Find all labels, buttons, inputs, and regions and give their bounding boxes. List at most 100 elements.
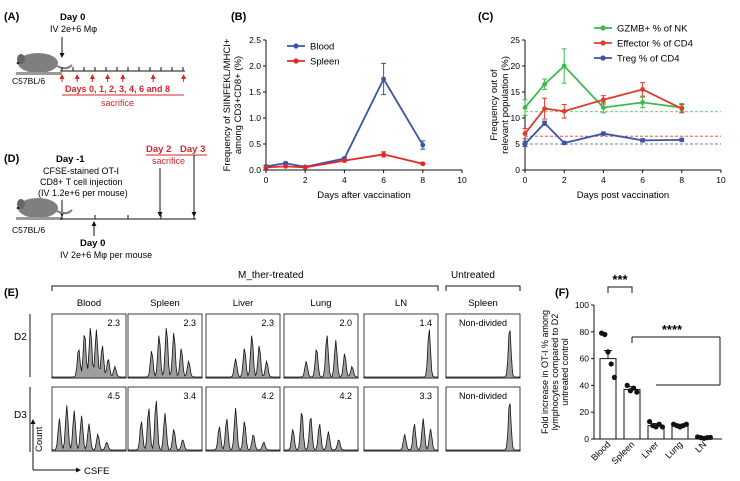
- histogram-value: 3.4: [183, 391, 196, 401]
- data-point: [561, 108, 567, 114]
- chart-f: 0 20 40 60 80 100 Fold increase in OT-I % amon…: [540, 272, 722, 466]
- significance-bracket: [607, 286, 633, 293]
- panel-c: (C) 0 5 10 15 20 25 0 2 4 6 8 10 Days post vaccinati…: [478, 11, 726, 201]
- x-tick-label: 2: [303, 175, 308, 185]
- panel-d-line3: (IV 1.2e+6 per mouse): [38, 188, 128, 198]
- row-label-d3: D3: [14, 410, 27, 421]
- data-point: [601, 97, 606, 103]
- data-point: [522, 131, 528, 137]
- y-axis-label-line: untreated control: [560, 338, 570, 406]
- data-point: [631, 385, 637, 391]
- y-tick-label: 5: [515, 139, 520, 149]
- panel-e-untreated-bracket: [445, 285, 521, 291]
- data-point: [707, 434, 714, 440]
- data-point: [381, 152, 386, 157]
- column-label: Lung: [310, 298, 331, 309]
- data-point: [302, 165, 308, 170]
- histogram-frame: [363, 313, 439, 379]
- panel-d-day2: Day 2: [146, 144, 171, 155]
- histogram-curve: [363, 418, 439, 452]
- y-tick-label: 2.0: [249, 61, 261, 71]
- column-label: Spleen: [468, 298, 498, 309]
- histogram-curve: [127, 400, 203, 452]
- data-point: [679, 106, 685, 112]
- bar: [599, 358, 617, 440]
- data-point: [522, 105, 528, 110]
- histogram-curve: [283, 413, 359, 452]
- data-point: [624, 382, 630, 388]
- series-line: [524, 64, 682, 109]
- histogram-value: 1.4: [419, 318, 432, 328]
- data-point: [420, 142, 426, 148]
- y-tick-label: 40: [580, 380, 590, 390]
- panel-a-days: Days 0, 1, 2, 3, 4, 6 and 8: [65, 84, 170, 94]
- legend-label: Effector % of CD4: [617, 39, 693, 50]
- panel-b: (B) 0.0 0.5 1.0 1.5 2.0 2.5 0 2 4 6 8 10 Days after …: [222, 11, 467, 201]
- panel-c-letter: (C): [478, 11, 494, 23]
- legend-marker: [600, 25, 606, 31]
- y-axis-label-line: Fold increase in OT-I % among: [540, 310, 550, 434]
- y-axis-label-line: relevant population (%): [500, 56, 511, 154]
- y-axis-label-line: Frequency of SIINFEKL/MHCI+: [222, 38, 233, 171]
- data-point: [647, 418, 653, 425]
- column-label: Spleen: [150, 298, 180, 309]
- x-tick-label: 6: [640, 175, 645, 185]
- panel-d-day-minus1: Day -1: [56, 154, 85, 165]
- data-point: [602, 331, 608, 338]
- bar: [623, 388, 641, 440]
- histogram-curve: [363, 329, 439, 379]
- panel-d-sacrifice: sacrifice: [152, 156, 185, 166]
- panel-a-mouse-label: C57BL/6: [12, 76, 45, 86]
- histogram-curve: [445, 330, 521, 379]
- panel-e-treated-header: M_ther-treated: [238, 270, 304, 281]
- significance-label: ***: [612, 272, 628, 287]
- column-label: LN: [395, 298, 407, 309]
- data-point: [608, 361, 614, 367]
- histogram-value: 2.3: [183, 318, 196, 328]
- data-point: [605, 349, 611, 355]
- category-label: Lung: [663, 439, 684, 460]
- data-point: [601, 105, 606, 110]
- panel-a-sacrifice: sacrifice: [101, 98, 134, 108]
- y-axis-label-line: among CD3+CD8+ (%): [233, 56, 244, 154]
- x-tick-label: 10: [716, 175, 726, 185]
- data-point: [659, 424, 666, 430]
- y-tick-label: 0.0: [249, 165, 261, 175]
- y-tick-label: 2.5: [249, 35, 261, 45]
- y-tick-label: 60: [580, 354, 590, 364]
- y-axis-label: Frequency of SIINFEKL/MHCI+among CD3+CD8…: [222, 38, 244, 171]
- data-point: [561, 63, 567, 69]
- histogram-value: Non-divided: [459, 318, 507, 328]
- data-point: [640, 87, 645, 92]
- column-label: Liver: [233, 298, 254, 309]
- data-point: [542, 106, 547, 112]
- mouse-icon: [16, 198, 73, 220]
- y-tick-label: 1.0: [249, 113, 261, 123]
- data-point: [640, 100, 645, 105]
- data-point: [611, 374, 618, 380]
- significance-label: ****: [662, 322, 683, 337]
- panel-e-treated-bracket: [51, 285, 439, 291]
- histogram-curve: [205, 407, 281, 452]
- data-point: [542, 120, 547, 126]
- csfe-axis-label: CSFE: [84, 466, 109, 477]
- y-tick-label: 80: [580, 327, 590, 337]
- legend-marker: [293, 43, 299, 49]
- histogram-value: 4.2: [261, 391, 274, 401]
- histogram-value: 2.0: [339, 318, 352, 328]
- data-point: [420, 161, 426, 167]
- series-line: [265, 153, 424, 169]
- histogram-grid: Blood2.34.5Spleen2.33.4Liver2.34.2Lung2.…: [51, 298, 521, 452]
- histogram-curve: [205, 335, 281, 379]
- panel-d: (D) Day -1 CFSE-stained OT-I CD8+ T cell…: [4, 144, 207, 260]
- y-axis-label-line: Frequency out of: [489, 69, 500, 141]
- y-tick-label: 1.5: [249, 87, 261, 97]
- data-point: [561, 140, 567, 146]
- series-line: [524, 88, 683, 135]
- y-tick-label: 20: [511, 61, 521, 71]
- data-point: [601, 131, 606, 137]
- histogram-value: Non-divided: [459, 391, 507, 401]
- histogram-curve: [51, 405, 127, 452]
- panel-e-untreated-header: Untreated: [451, 270, 495, 281]
